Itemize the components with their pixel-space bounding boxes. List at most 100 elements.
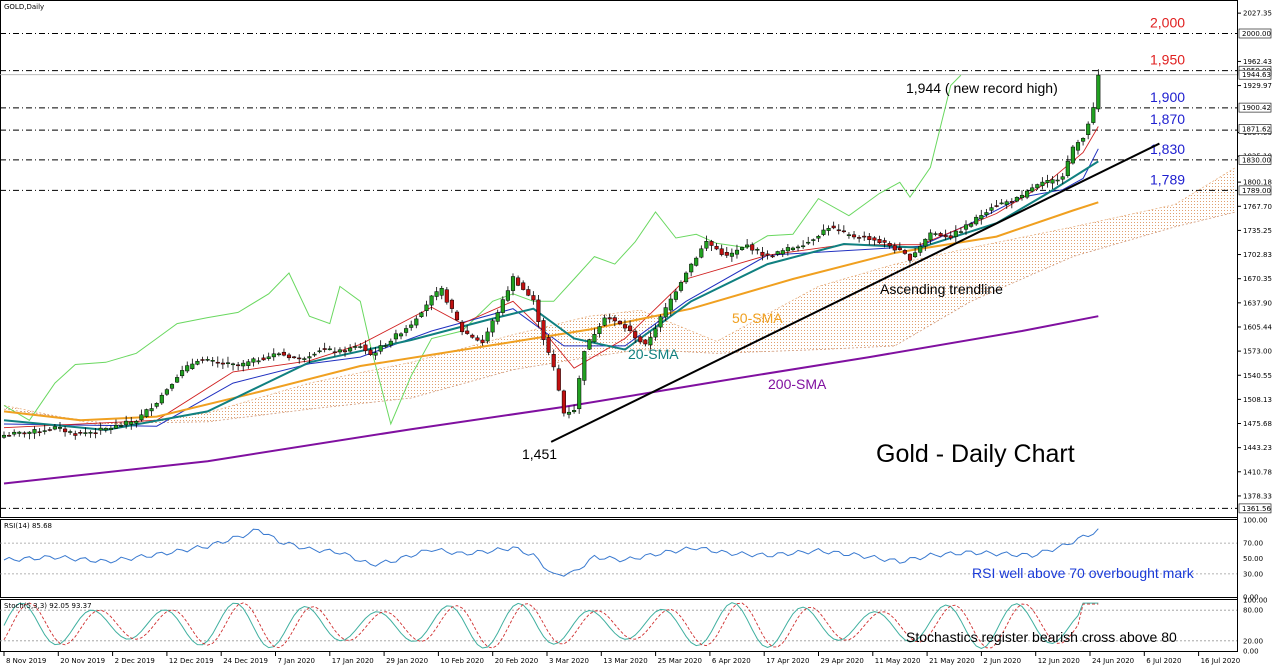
candle-up xyxy=(1030,187,1035,192)
price-tick-label: 1800.18 xyxy=(1243,179,1272,187)
candle-up xyxy=(378,345,383,352)
candle-up xyxy=(923,238,928,247)
candle-up xyxy=(566,411,572,415)
date-tick-label: 20 Feb 2020 xyxy=(495,657,539,665)
candle-up xyxy=(98,427,103,431)
candle-up xyxy=(1096,74,1101,110)
price-tick-label: 1475.68 xyxy=(1243,420,1272,428)
candle-up xyxy=(83,432,88,434)
candle-up xyxy=(149,408,154,412)
candle-down xyxy=(765,253,770,256)
symbol-label: GOLD,Daily xyxy=(4,3,44,11)
candle-up xyxy=(195,360,200,365)
rsi-tick-label: 50.00 xyxy=(1243,555,1263,563)
candle-down xyxy=(617,320,622,325)
candle-up xyxy=(373,352,378,356)
candle-down xyxy=(750,244,755,251)
date-tick-label: 25 Mar 2020 xyxy=(658,657,702,665)
candle-down xyxy=(938,233,943,237)
candle-up xyxy=(103,427,108,431)
candle-up xyxy=(348,347,353,352)
candle-down xyxy=(63,428,68,433)
candle-up xyxy=(1070,146,1075,164)
date-tick-label: 2 Jun 2020 xyxy=(983,657,1021,665)
date-tick-label: 24 Dec 2019 xyxy=(223,657,268,665)
price-tick-label: 1605.44 xyxy=(1243,324,1272,332)
candle-up xyxy=(271,353,276,358)
candle-up xyxy=(241,362,246,367)
candle-up xyxy=(1040,181,1045,186)
candle-up xyxy=(811,239,816,241)
candle-down xyxy=(628,325,633,331)
candle-up xyxy=(424,304,429,311)
candle-down xyxy=(475,337,480,341)
candle-up xyxy=(963,224,969,230)
candle-up xyxy=(1091,107,1096,123)
candle-down xyxy=(887,243,892,247)
candle-up xyxy=(42,430,47,432)
candle-up xyxy=(164,389,169,395)
candle-up xyxy=(699,248,704,258)
candle-up xyxy=(159,394,164,404)
candle-up xyxy=(678,282,684,291)
candle-up xyxy=(806,241,811,244)
candle-down xyxy=(760,251,765,256)
level-label-1900: 1,900 xyxy=(1150,89,1185,105)
candle-up xyxy=(653,328,658,338)
candle-up xyxy=(745,244,750,248)
candle-up xyxy=(587,339,592,350)
candle-up xyxy=(388,340,393,346)
date-tick-label: 10 Feb 2020 xyxy=(440,657,484,665)
candle-up xyxy=(826,228,831,231)
cloud-fill xyxy=(4,167,1236,427)
candle-up xyxy=(918,246,923,253)
candle-up xyxy=(1081,138,1086,142)
candle-up xyxy=(668,298,673,311)
candle-up xyxy=(327,348,332,351)
candle-up xyxy=(490,320,495,333)
price-flag-box xyxy=(1238,155,1272,165)
candle-up xyxy=(689,263,694,273)
stoch-annotation: Stochastics register bearish cross above… xyxy=(906,629,1177,645)
candle-up xyxy=(429,295,434,306)
price-tick-label: 1767.70 xyxy=(1243,203,1272,211)
stoch-tick-label: 80.00 xyxy=(1243,607,1263,615)
candle-up xyxy=(775,251,780,255)
candle-up xyxy=(108,427,113,430)
price-flag-label: 1900.42 xyxy=(1242,104,1271,112)
candle-down xyxy=(714,245,719,250)
candle-up xyxy=(1035,184,1040,189)
candle-up xyxy=(1086,123,1091,135)
candle-down xyxy=(281,351,286,356)
candle-up xyxy=(658,316,663,328)
candle-down xyxy=(22,432,27,435)
rsi-label: RSI(14) 85.68 xyxy=(4,522,52,530)
candle-up xyxy=(780,250,785,255)
candle-down xyxy=(342,350,348,353)
candle-up xyxy=(88,432,93,434)
candle-down xyxy=(236,364,241,367)
candle-up xyxy=(1060,176,1065,180)
candle-up xyxy=(307,356,312,359)
candle-up xyxy=(592,334,597,343)
candle-up xyxy=(673,291,678,300)
candle-up xyxy=(27,431,32,434)
candle-down xyxy=(612,317,617,322)
rsi-line xyxy=(3,528,1099,577)
candle-down xyxy=(480,339,485,343)
candle-down xyxy=(561,390,566,414)
candle-up xyxy=(154,403,159,407)
candle-up xyxy=(256,360,261,363)
candle-down xyxy=(897,247,902,251)
candle-up xyxy=(734,249,740,255)
date-tick-label: 3 Mar 2020 xyxy=(549,657,589,665)
candle-down xyxy=(200,359,205,361)
stoch-tick-label: 20.00 xyxy=(1243,637,1263,645)
price-tick-label: 1670.35 xyxy=(1243,275,1272,283)
candle-down xyxy=(47,429,52,431)
rsi-tick-label: 0.00 xyxy=(1243,594,1259,602)
rsi-tick-label: 30.00 xyxy=(1243,570,1263,578)
date-tick-label: 24 Jun 2020 xyxy=(1092,657,1134,665)
candle-up xyxy=(409,324,414,328)
